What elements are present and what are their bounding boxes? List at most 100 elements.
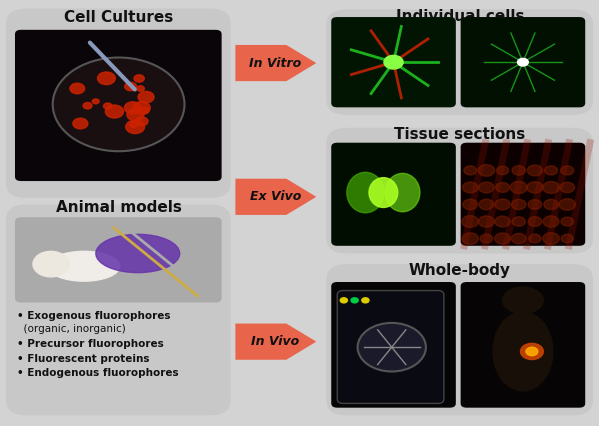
FancyArrow shape	[235, 324, 316, 360]
Circle shape	[138, 92, 154, 103]
Text: • Precursor fluorophores: • Precursor fluorophores	[17, 339, 164, 349]
Circle shape	[510, 181, 527, 193]
Circle shape	[544, 199, 558, 210]
FancyBboxPatch shape	[326, 128, 593, 253]
FancyBboxPatch shape	[326, 264, 593, 415]
Circle shape	[53, 58, 184, 151]
Ellipse shape	[493, 312, 553, 391]
Circle shape	[543, 181, 559, 193]
Circle shape	[543, 233, 559, 245]
Circle shape	[362, 298, 369, 303]
Circle shape	[126, 120, 144, 133]
FancyBboxPatch shape	[337, 291, 444, 403]
Circle shape	[497, 166, 509, 175]
Circle shape	[528, 200, 541, 209]
Ellipse shape	[48, 251, 120, 281]
Text: Tissue sections: Tissue sections	[394, 127, 526, 142]
Circle shape	[384, 55, 403, 69]
Ellipse shape	[369, 178, 398, 207]
Circle shape	[544, 166, 558, 175]
Circle shape	[512, 199, 526, 210]
FancyBboxPatch shape	[331, 17, 456, 107]
FancyArrow shape	[235, 179, 316, 215]
Circle shape	[561, 166, 574, 175]
Circle shape	[512, 166, 525, 175]
Circle shape	[73, 118, 88, 129]
Circle shape	[528, 217, 541, 226]
Circle shape	[463, 199, 477, 210]
Circle shape	[462, 216, 479, 227]
Circle shape	[127, 109, 144, 121]
Circle shape	[104, 103, 112, 109]
Circle shape	[83, 103, 92, 109]
Circle shape	[340, 298, 347, 303]
FancyBboxPatch shape	[331, 143, 456, 246]
FancyBboxPatch shape	[461, 143, 585, 246]
Circle shape	[527, 182, 543, 193]
Circle shape	[559, 199, 576, 210]
Circle shape	[526, 347, 538, 356]
Text: In Vitro: In Vitro	[249, 57, 302, 69]
FancyBboxPatch shape	[6, 204, 231, 415]
Circle shape	[92, 99, 99, 104]
Circle shape	[462, 182, 478, 193]
Circle shape	[479, 216, 494, 227]
Circle shape	[495, 182, 510, 193]
Circle shape	[479, 182, 494, 193]
Ellipse shape	[385, 173, 420, 212]
Circle shape	[351, 298, 358, 303]
Circle shape	[527, 165, 543, 176]
FancyBboxPatch shape	[326, 9, 593, 115]
Circle shape	[480, 234, 493, 243]
Circle shape	[133, 102, 150, 114]
Circle shape	[518, 58, 528, 66]
Circle shape	[464, 166, 477, 175]
FancyBboxPatch shape	[15, 30, 222, 181]
Circle shape	[462, 233, 479, 245]
Text: Individual cells: Individual cells	[396, 9, 524, 24]
Text: • Exogenous fluorophores: • Exogenous fluorophores	[17, 311, 170, 321]
Text: Animal models: Animal models	[56, 200, 181, 216]
Circle shape	[521, 343, 543, 360]
Circle shape	[137, 86, 144, 91]
Circle shape	[479, 199, 494, 210]
Circle shape	[125, 102, 141, 114]
FancyBboxPatch shape	[331, 282, 456, 408]
FancyBboxPatch shape	[461, 282, 585, 408]
Circle shape	[478, 164, 495, 176]
Circle shape	[495, 199, 510, 210]
Circle shape	[129, 121, 138, 127]
Circle shape	[125, 82, 137, 91]
Circle shape	[33, 251, 69, 277]
FancyBboxPatch shape	[461, 17, 585, 107]
Text: Cell Cultures: Cell Cultures	[64, 10, 173, 26]
Circle shape	[529, 234, 541, 243]
Circle shape	[512, 217, 525, 226]
FancyBboxPatch shape	[6, 9, 231, 198]
Text: • Endogenous fluorophores: • Endogenous fluorophores	[17, 368, 179, 378]
Circle shape	[495, 216, 510, 227]
Circle shape	[98, 72, 115, 85]
FancyArrow shape	[235, 45, 316, 81]
Ellipse shape	[503, 287, 543, 314]
Text: (organic, inorganic): (organic, inorganic)	[17, 324, 126, 334]
Circle shape	[543, 216, 559, 227]
FancyBboxPatch shape	[15, 217, 222, 302]
Circle shape	[105, 105, 123, 118]
Circle shape	[495, 233, 510, 244]
Circle shape	[136, 117, 148, 126]
Circle shape	[70, 83, 84, 94]
Circle shape	[512, 233, 526, 244]
Circle shape	[561, 217, 573, 226]
Circle shape	[139, 107, 149, 114]
Circle shape	[134, 75, 144, 82]
Circle shape	[560, 182, 574, 193]
Circle shape	[561, 234, 573, 243]
Text: Ex Vivo: Ex Vivo	[250, 190, 301, 203]
Text: Whole-body: Whole-body	[409, 263, 511, 278]
Ellipse shape	[347, 172, 384, 213]
Ellipse shape	[96, 234, 180, 273]
Circle shape	[358, 323, 426, 371]
Text: In Vivo: In Vivo	[252, 335, 300, 348]
Text: • Fluorescent proteins: • Fluorescent proteins	[17, 354, 149, 364]
